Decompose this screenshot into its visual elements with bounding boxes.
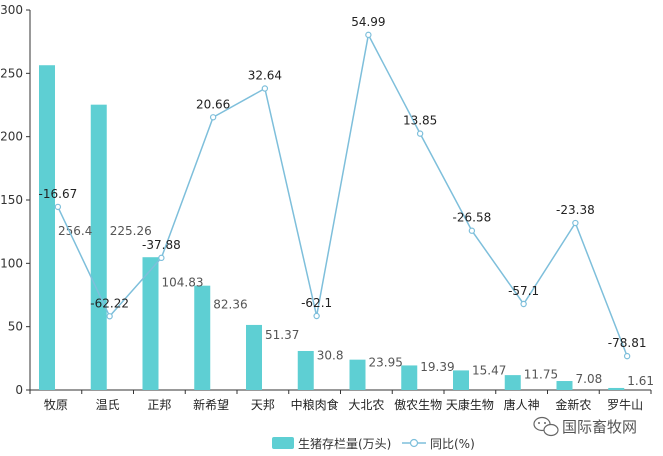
axes: 0 50 100 150 200 250 300 牧原 温氏 正邦 新希望 天邦 中粮肉食 大北农 傲农生物… bbox=[0, 3, 652, 412]
line-point[interactable] bbox=[158, 254, 165, 262]
bar-value-label: 256.4 bbox=[58, 224, 92, 238]
bar[interactable] bbox=[142, 257, 159, 390]
bar-value-label: 23.95 bbox=[369, 355, 403, 369]
bar-value-label: 1.61 bbox=[627, 374, 654, 388]
legend-bar-label[interactable]: 生猪存栏量(万头) bbox=[298, 436, 391, 451]
bar[interactable] bbox=[556, 381, 573, 390]
x-tick-label: 唐人神 bbox=[504, 397, 540, 412]
y-tick-label: 250 bbox=[0, 66, 23, 80]
x-tick-label: 罗牛山 bbox=[607, 397, 643, 412]
point-value-label: -57.1 bbox=[508, 284, 539, 298]
y-tick-label: 150 bbox=[0, 193, 23, 207]
bar-value-label: 225.26 bbox=[110, 224, 152, 238]
line-point[interactable] bbox=[106, 313, 113, 320]
point-value-label: -26.58 bbox=[453, 211, 492, 225]
line-point[interactable] bbox=[416, 130, 424, 137]
line-path bbox=[57, 32, 628, 357]
line-point[interactable] bbox=[365, 31, 372, 39]
point-value-label: 54.99 bbox=[351, 15, 385, 29]
bar-value-label: 15.47 bbox=[472, 364, 506, 378]
legend-bar-swatch[interactable] bbox=[272, 437, 294, 449]
line-point[interactable] bbox=[209, 114, 217, 121]
line-point[interactable] bbox=[313, 312, 320, 320]
x-tick-label: 温氏 bbox=[96, 398, 120, 412]
bars bbox=[39, 65, 625, 391]
bar[interactable] bbox=[194, 285, 211, 390]
point-value-label: -62.22 bbox=[90, 296, 129, 310]
bar-value-label: 30.8 bbox=[317, 349, 344, 363]
line-series bbox=[54, 31, 631, 360]
point-value-label: -16.67 bbox=[39, 187, 78, 201]
line-point[interactable] bbox=[572, 219, 579, 227]
point-value-label: -37.88 bbox=[142, 238, 181, 252]
x-tick-label: 天邦 bbox=[251, 398, 275, 412]
bar[interactable] bbox=[90, 104, 107, 391]
x-tick-label: 牧原 bbox=[44, 398, 68, 412]
bar[interactable] bbox=[297, 350, 314, 390]
point-labels: -16.67 -62.22 -37.88 20.66 32.64 -62.1 54.99 13… bbox=[39, 15, 647, 350]
bar[interactable] bbox=[246, 324, 262, 390]
bar-value-label: 51.37 bbox=[265, 328, 299, 342]
bar[interactable] bbox=[401, 365, 418, 390]
x-tick-label: 新希望 bbox=[193, 397, 229, 412]
bar-value-label: 11.75 bbox=[524, 367, 558, 381]
line-point[interactable] bbox=[54, 203, 62, 211]
legend-line-marker[interactable] bbox=[409, 438, 419, 448]
y-tick-label: 50 bbox=[8, 320, 23, 334]
bar-value-label: 7.08 bbox=[576, 372, 603, 386]
point-value-label: -23.38 bbox=[556, 203, 595, 217]
x-tick-label: 中粮肉食 bbox=[291, 397, 339, 412]
line-point[interactable] bbox=[520, 300, 527, 308]
bar[interactable] bbox=[504, 375, 521, 390]
point-value-label: -62.1 bbox=[301, 296, 332, 310]
bar-value-label: 82.36 bbox=[213, 298, 247, 312]
y-tick-label: 100 bbox=[0, 256, 23, 270]
bar[interactable] bbox=[349, 359, 366, 390]
x-tick-label: 大北农 bbox=[348, 398, 384, 412]
bar[interactable] bbox=[608, 387, 625, 390]
line-point[interactable] bbox=[623, 352, 631, 360]
y-tick-label: 300 bbox=[0, 3, 23, 17]
y-tick-label: 0 bbox=[15, 383, 23, 397]
line-point[interactable] bbox=[261, 85, 269, 92]
watermark: 国际畜牧网 bbox=[533, 416, 637, 437]
x-tick-label: 金新农 bbox=[555, 397, 591, 412]
line-point[interactable] bbox=[468, 227, 476, 234]
bar[interactable] bbox=[39, 65, 55, 390]
point-value-label: 20.66 bbox=[196, 97, 230, 111]
point-value-label: 13.85 bbox=[403, 114, 437, 128]
y-tick-label: 200 bbox=[0, 130, 23, 144]
watermark-text: 国际畜牧网 bbox=[562, 418, 637, 436]
bar-value-label: 19.39 bbox=[420, 360, 454, 374]
legend-line-label[interactable]: 同比(%) bbox=[430, 437, 475, 451]
bar[interactable] bbox=[453, 370, 469, 390]
wechat-icon bbox=[533, 416, 559, 437]
x-tick-label: 天康生物 bbox=[446, 397, 494, 412]
x-tick-label: 正邦 bbox=[147, 398, 171, 412]
legend: 生猪存栏量(万头) 同比(%) bbox=[272, 436, 475, 451]
point-value-label: 32.64 bbox=[248, 69, 282, 83]
bar-value-label: 104.83 bbox=[162, 275, 204, 289]
bar-labels: 256.4 225.26 104.83 82.36 51.37 30.8 23.95 19.3… bbox=[58, 224, 654, 388]
point-value-label: -78.81 bbox=[608, 336, 647, 350]
x-tick-label: 傲农生物 bbox=[394, 397, 442, 412]
